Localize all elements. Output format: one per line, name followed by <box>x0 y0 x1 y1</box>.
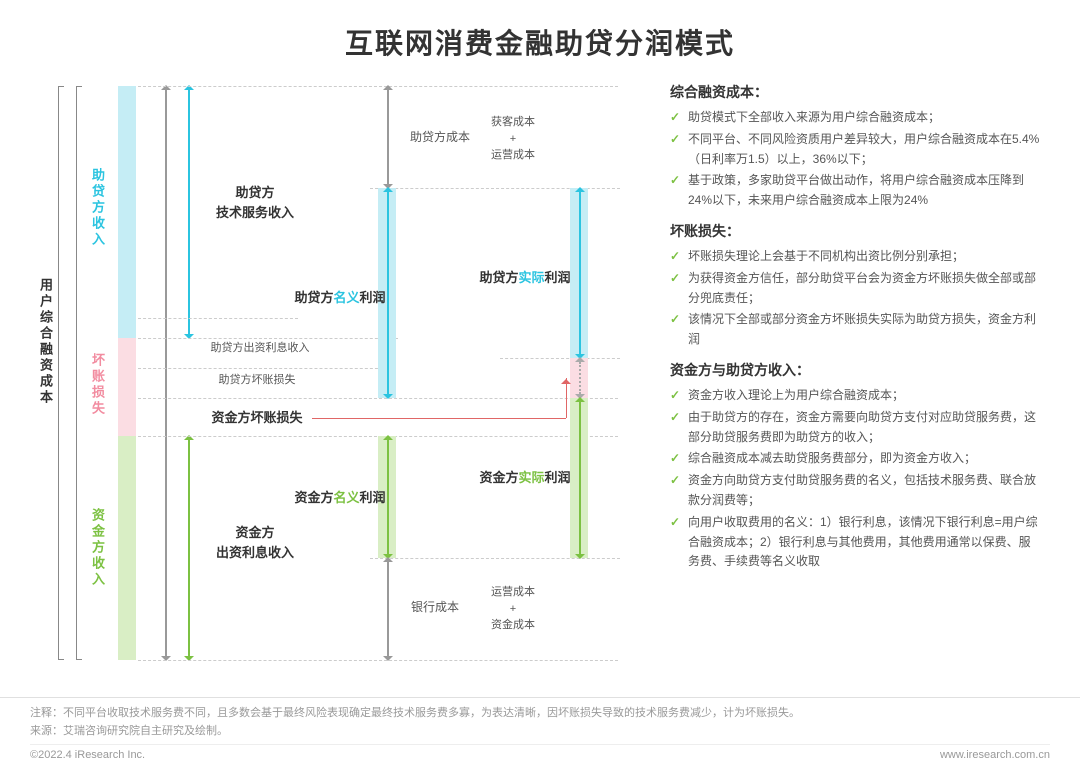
bar-green-1 <box>118 436 136 660</box>
list-item: 为获得资金方信任，部分助贷平台会为资金方坏账损失做全部或部分兜底责任； <box>670 269 1042 309</box>
label-cost-bot-sub: 运营成本 + 资金成本 <box>478 584 548 634</box>
label-cost-bot: 银行成本 <box>400 598 470 616</box>
seg-label-3: 资金方收入 <box>88 508 107 588</box>
label-l2: 助贷方出资利息收入 <box>195 340 325 357</box>
rp-title-3: 资金方与助贷方收入： <box>670 360 1042 380</box>
hline-7 <box>138 660 618 661</box>
label-l3: 助贷方坏账损失 <box>202 372 312 389</box>
red-connector <box>312 418 566 419</box>
list-item: 基于政策，多家助贷平台做出动作，将用户综合融资成本压降到24%以下，未来用户综合… <box>670 171 1042 211</box>
hline-2 <box>138 318 298 319</box>
list-item: 向用户收取费用的名义：1）银行利息，该情况下银行利息=用户综合融资成本；2）银行… <box>670 513 1042 572</box>
right-panel: 综合融资成本： 助贷模式下全部收入来源为用户综合融资成本； 不同平台、不同风险资… <box>670 78 1050 582</box>
main-bracket <box>58 86 64 660</box>
label-cost-top-sub: 获客成本 + 运营成本 <box>478 114 548 164</box>
rp-title-1: 综合融资成本： <box>670 82 1042 102</box>
footer: 注释：不同平台收取技术服务费不同，且多数会基于最终风险表现确定最终技术服务费多寡… <box>0 697 1080 767</box>
list-item: 资金方向助贷方支付助贷服务费的名义，包括技术服务费、联合放款分润费等； <box>670 471 1042 511</box>
footer-source: 来源：艾瑞咨询研究院自主研究及绘制。 <box>30 722 1050 738</box>
list-item: 该情况下全部或部分资金方坏账损失实际为助贷方损失，资金方利润 <box>670 310 1042 350</box>
diagram-area: 用户综合融资成本 助贷方收入 坏账损失 资金方收入 助贷方 技术服务收入 助贷方… <box>30 78 1050 698</box>
bar-pink-1 <box>118 338 136 436</box>
hline-1 <box>138 86 618 87</box>
red-connector-v <box>566 378 567 418</box>
red-arrow-head <box>561 374 571 384</box>
label-mid-bot: 资金方名义利润 <box>285 488 395 508</box>
seg-label-2: 坏账损失 <box>88 353 107 417</box>
footer-url: www.iresearch.com.cn <box>940 749 1050 761</box>
rp-list-3: 资金方收入理论上为用户综合融资成本； 由于助贷方的存在，资金方需要向助贷方支付对… <box>670 386 1042 572</box>
label-right-bot: 资金方实际利润 <box>470 468 580 488</box>
label-l5: 资金方 出资利息收入 <box>205 523 305 562</box>
bar-cyan-1 <box>118 86 136 338</box>
rp-list-1: 助贷模式下全部收入来源为用户综合融资成本； 不同平台、不同风险资质用户差异较大，… <box>670 108 1042 211</box>
hline-5 <box>138 398 618 399</box>
label-l4: 资金方坏账损失 <box>202 408 312 428</box>
main-axis-label: 用户综合融资成本 <box>36 278 55 406</box>
footer-copyright: ©2022.4 iResearch Inc. <box>30 749 145 761</box>
seg-label-1: 助贷方收入 <box>88 168 107 248</box>
list-item: 资金方收入理论上为用户综合融资成本； <box>670 386 1042 406</box>
list-item: 不同平台、不同风险资质用户差异较大，用户综合融资成本在5.4%（日利率万1.5）… <box>670 130 1042 170</box>
rp-title-2: 坏账损失： <box>670 221 1042 241</box>
label-l1: 助贷方 技术服务收入 <box>205 183 305 222</box>
page-title: 互联网消费金融助贷分润模式 <box>0 0 1080 78</box>
list-item: 助贷模式下全部收入来源为用户综合融资成本； <box>670 108 1042 128</box>
rp-list-2: 坏账损失理论上会基于不同机构出资比例分别承担； 为获得资金方信任，部分助贷平台会… <box>670 247 1042 350</box>
label-mid-top: 助贷方名义利润 <box>285 288 395 308</box>
arrow-gray-top <box>387 90 389 184</box>
hline-3 <box>138 338 398 339</box>
arrow-full <box>165 90 167 656</box>
seg-bracket <box>76 86 82 660</box>
list-item: 坏账损失理论上会基于不同机构出资比例分别承担； <box>670 247 1042 267</box>
label-cost-top: 助贷方成本 <box>400 128 480 146</box>
arrow-green-1 <box>188 440 190 656</box>
arrow-dot-3 <box>579 362 581 394</box>
label-right-top: 助贷方实际利润 <box>470 268 580 288</box>
arrow-cyan-1 <box>188 90 190 334</box>
hline-4 <box>138 368 388 369</box>
list-item: 由于助贷方的存在，资金方需要向助贷方支付对应助贷服务费，这部分助贷服务费即为助贷… <box>670 408 1042 448</box>
list-item: 综合融资成本减去助贷服务费部分，即为资金方收入； <box>670 449 1042 469</box>
hline-10 <box>500 358 620 359</box>
footer-note: 注释：不同平台收取技术服务费不同，且多数会基于最终风险表现确定最终技术服务费多寡… <box>30 704 1050 720</box>
arrow-gray-bot <box>387 562 389 656</box>
